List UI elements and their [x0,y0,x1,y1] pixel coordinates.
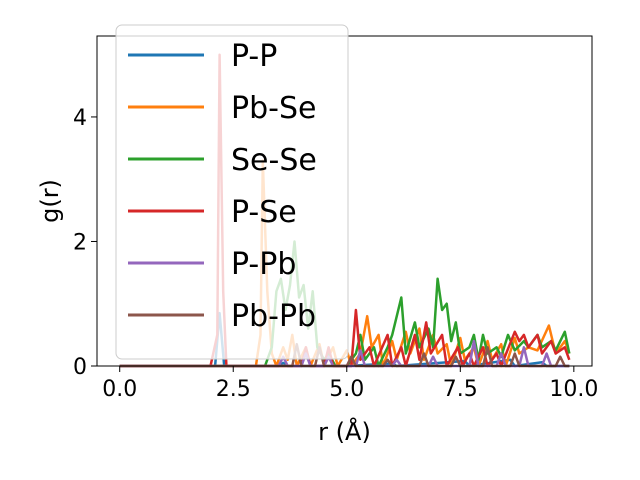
legend-label-pb-se: Pb-Se [231,91,316,126]
x-tick-label: 7.5 [443,377,478,402]
y-axis-label: g(r) [36,179,64,223]
x-tick-label: 5.0 [329,377,364,402]
x-tick-label: 2.5 [216,377,251,402]
legend-label-pb-pb: Pb-Pb [231,299,316,334]
legend-label-p-pb: P-Pb [231,247,296,282]
legend-label-p-se: P-Se [231,195,297,230]
x-tick-label: 10.0 [549,377,598,402]
y-tick-label: 0 [73,355,87,380]
y-tick-label: 2 [73,230,87,255]
y-axis-ticks: 0 2 4 [73,106,97,380]
x-axis-ticks: 0.0 2.5 5.0 7.5 10.0 [102,366,598,402]
legend-label-p-p: P-P [231,39,277,74]
x-tick-label: 0.0 [102,377,137,402]
legend-label-se-se: Se-Se [231,143,317,178]
x-axis-label: r (Å) [318,417,371,446]
legend: P-P Pb-Se Se-Se P-Se P-Pb Pb-Pb [115,24,349,360]
y-tick-label: 4 [73,106,87,131]
